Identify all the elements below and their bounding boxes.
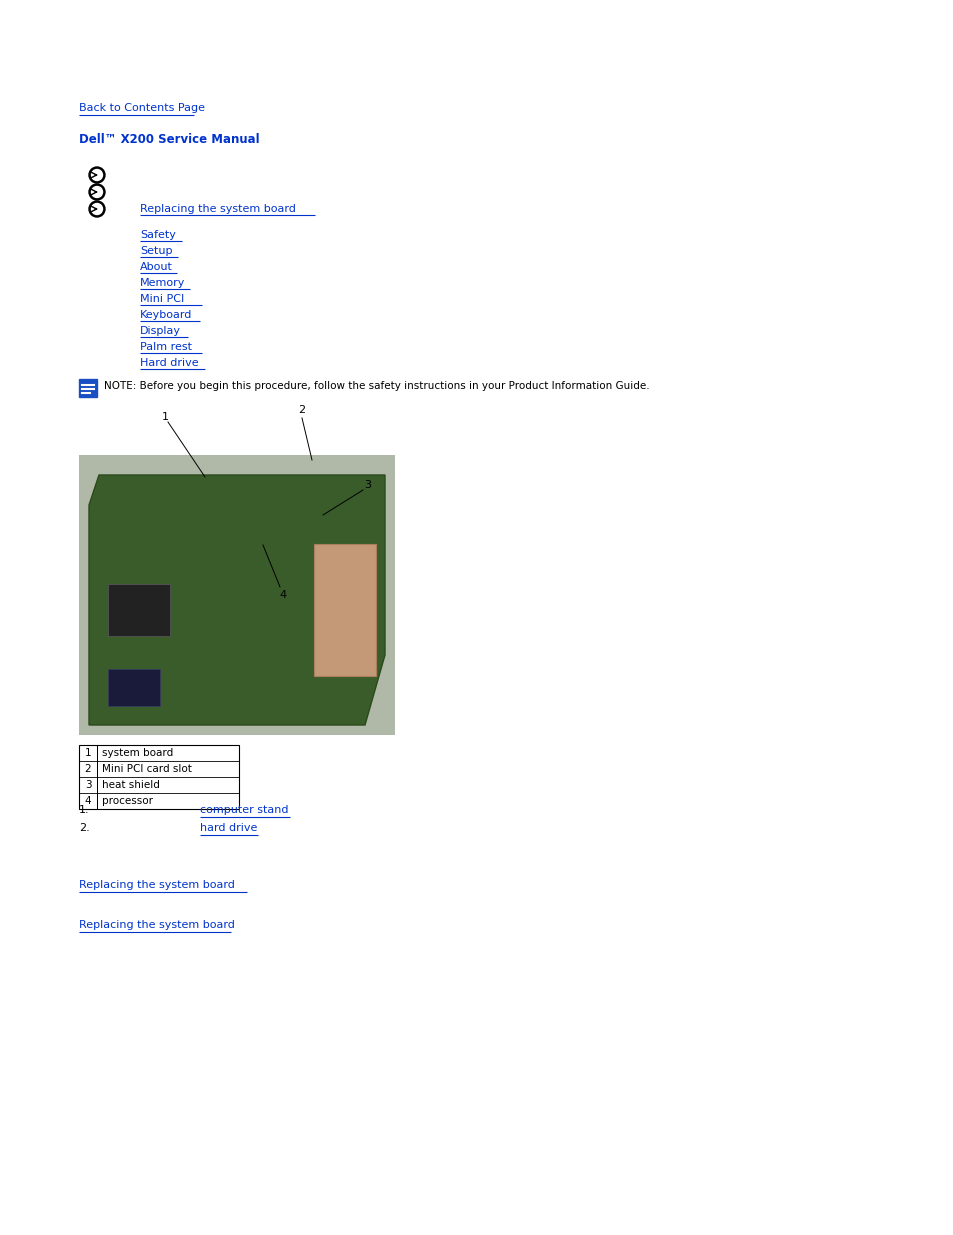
Text: Display: Display xyxy=(140,326,181,336)
Text: NOTE: Before you begin this procedure, follow the safety instructions in your Pr: NOTE: Before you begin this procedure, f… xyxy=(104,382,649,391)
Circle shape xyxy=(89,201,105,217)
Text: 2: 2 xyxy=(85,764,91,774)
Text: hard drive: hard drive xyxy=(200,823,257,832)
Text: 3: 3 xyxy=(85,781,91,790)
Text: Replacing the system board: Replacing the system board xyxy=(140,204,295,214)
Text: Keyboard: Keyboard xyxy=(140,310,193,320)
Text: Mini PCI: Mini PCI xyxy=(140,294,184,304)
Circle shape xyxy=(91,204,102,215)
Circle shape xyxy=(89,184,105,200)
Circle shape xyxy=(91,186,102,198)
FancyBboxPatch shape xyxy=(108,584,170,636)
Text: Palm rest: Palm rest xyxy=(140,342,192,352)
Text: Dell™ X200 Service Manual: Dell™ X200 Service Manual xyxy=(79,133,259,146)
Text: 1.: 1. xyxy=(79,805,90,815)
FancyBboxPatch shape xyxy=(108,669,160,706)
Text: Back to Contents Page: Back to Contents Page xyxy=(79,103,205,112)
Text: processor: processor xyxy=(102,797,152,806)
Circle shape xyxy=(91,169,102,180)
Text: computer stand: computer stand xyxy=(200,805,288,815)
Text: 4: 4 xyxy=(279,590,286,600)
Text: Safety: Safety xyxy=(140,230,175,240)
Text: 1: 1 xyxy=(161,412,169,422)
Polygon shape xyxy=(89,475,385,725)
FancyBboxPatch shape xyxy=(314,543,375,676)
Text: 4: 4 xyxy=(85,797,91,806)
FancyBboxPatch shape xyxy=(79,379,97,396)
Text: 2: 2 xyxy=(298,405,305,415)
Text: heat shield: heat shield xyxy=(102,781,160,790)
Text: 2.: 2. xyxy=(79,823,90,832)
Text: system board: system board xyxy=(102,748,173,758)
Text: Replacing the system board: Replacing the system board xyxy=(79,920,234,930)
Text: Setup: Setup xyxy=(140,246,172,256)
Text: Memory: Memory xyxy=(140,278,185,288)
FancyBboxPatch shape xyxy=(79,745,239,809)
FancyBboxPatch shape xyxy=(79,454,395,735)
Text: About: About xyxy=(140,262,172,272)
Text: 1: 1 xyxy=(85,748,91,758)
Text: Mini PCI card slot: Mini PCI card slot xyxy=(102,764,192,774)
Text: 3: 3 xyxy=(364,480,371,490)
Circle shape xyxy=(89,167,105,183)
Text: Replacing the system board: Replacing the system board xyxy=(79,881,234,890)
Text: Hard drive: Hard drive xyxy=(140,358,198,368)
